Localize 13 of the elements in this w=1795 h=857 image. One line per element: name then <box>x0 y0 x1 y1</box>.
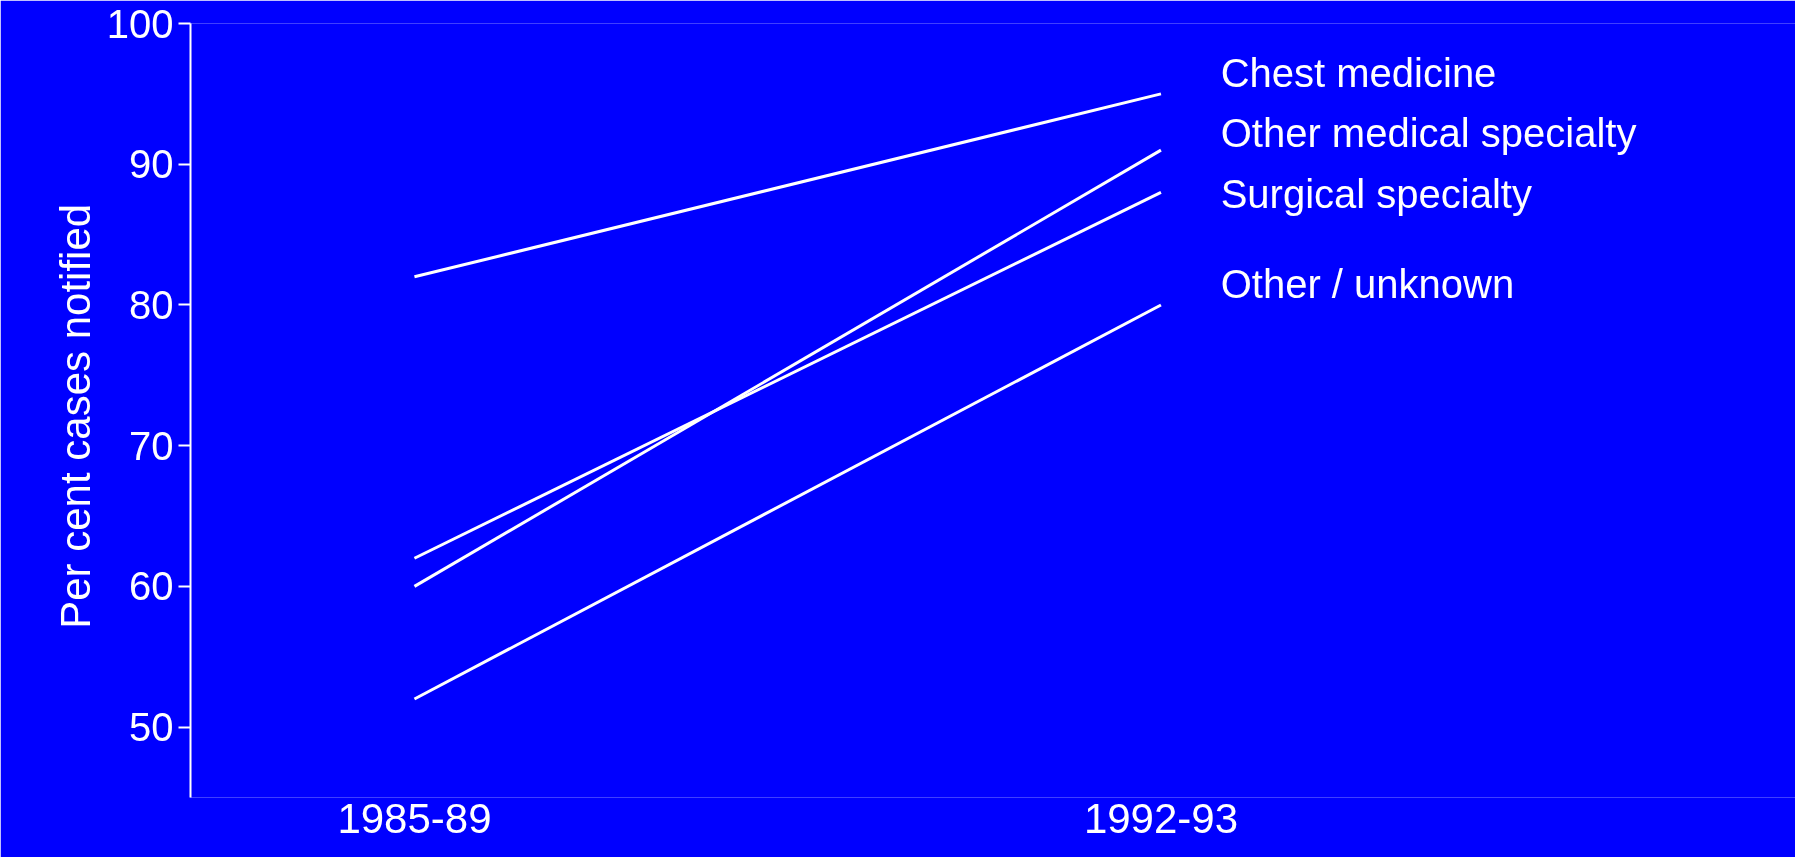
x-tick-label: 1985-89 <box>337 794 492 842</box>
series-label: Other medical specialty <box>1220 111 1637 156</box>
x-tick-label: 1992-93 <box>1083 794 1239 842</box>
y-tick-label: 70 <box>129 423 174 468</box>
series-label: Chest medicine <box>1220 50 1497 95</box>
series-label: Surgical specialty <box>1220 171 1532 216</box>
y-tick-label: 100 <box>106 1 174 46</box>
y-tick-label: 80 <box>129 282 174 327</box>
y-axis-title: Per cent cases notified <box>51 203 99 629</box>
series-label: Other / unknown <box>1220 261 1515 306</box>
y-tick-label: 50 <box>129 705 174 750</box>
y-tick-label: 60 <box>129 564 174 609</box>
y-tick-label: 90 <box>129 142 174 187</box>
